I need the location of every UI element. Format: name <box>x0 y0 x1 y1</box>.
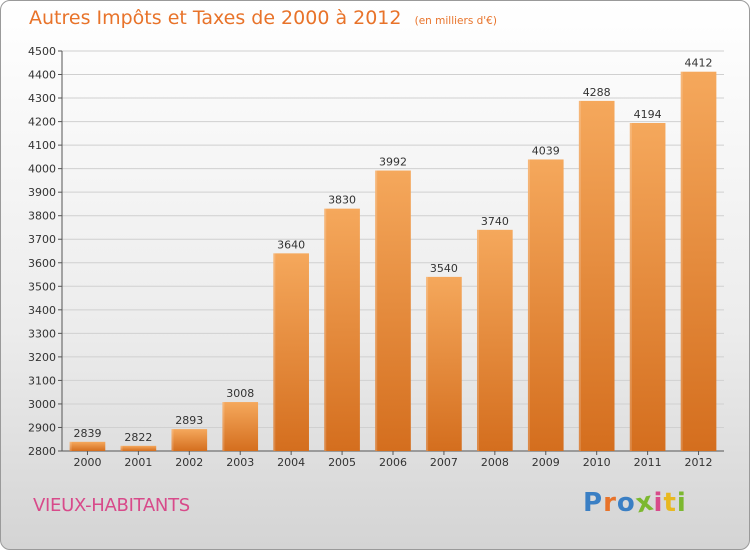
bar-highlight <box>273 253 276 451</box>
y-tick-label: 3100 <box>28 374 56 387</box>
y-tick-label: 3000 <box>28 398 56 411</box>
commune-name: VIEUX-HABITANTS <box>33 495 190 516</box>
bar-2009 <box>527 159 564 451</box>
x-tick-label-2005: 2005 <box>328 456 356 469</box>
x-tick-label-2006: 2006 <box>379 456 407 469</box>
bar-2001 <box>120 445 157 451</box>
bar-highlight <box>477 229 480 451</box>
y-tick-label: 4000 <box>28 163 56 176</box>
bar-highlight <box>375 170 378 451</box>
bar-highlight <box>629 123 632 451</box>
x-tick-label-2004: 2004 <box>277 456 305 469</box>
y-tick-label: 3900 <box>28 186 56 199</box>
y-tick-label: 3400 <box>28 304 56 317</box>
bar-highlight <box>171 429 174 451</box>
y-tick-label: 3300 <box>28 327 56 340</box>
data-label-2005: 3830 <box>328 194 356 207</box>
data-label-2010: 4288 <box>583 86 611 99</box>
bar-highlight <box>527 159 530 451</box>
data-label-2006: 3992 <box>379 156 407 169</box>
y-tick-label: 3700 <box>28 233 56 246</box>
x-tick-label-2010: 2010 <box>583 456 611 469</box>
data-label-2007: 3540 <box>430 262 458 275</box>
logo-letter: i <box>676 488 687 518</box>
y-tick-label: 4400 <box>28 69 56 82</box>
bar-2002 <box>171 429 208 451</box>
bar-highlight <box>222 402 225 451</box>
y-tick-label: 4300 <box>28 92 56 105</box>
bar-highlight <box>69 441 72 451</box>
x-tick-label-2011: 2011 <box>634 456 662 469</box>
chart-title-row: Autres Impôts et Taxes de 2000 à 2012 (e… <box>29 7 497 29</box>
y-tick-label: 3600 <box>28 257 56 270</box>
bar-2005 <box>324 208 360 451</box>
data-label-2012: 4412 <box>685 57 713 70</box>
x-tick-label-2012: 2012 <box>685 456 713 469</box>
x-tick-label-2009: 2009 <box>532 456 560 469</box>
data-label-2002: 2893 <box>175 414 203 427</box>
y-tick-label: 2900 <box>28 421 56 434</box>
x-tick-label-2001: 2001 <box>124 456 152 469</box>
bar-2000 <box>69 441 106 451</box>
chart-title: Autres Impôts et Taxes de 2000 à 2012 <box>29 7 402 29</box>
logo-letter: i <box>653 488 664 518</box>
data-label-2004: 3640 <box>277 238 305 251</box>
bar-highlight <box>578 100 581 451</box>
logo-letter: P <box>583 488 604 518</box>
x-tick-label-2008: 2008 <box>481 456 509 469</box>
bar-2010 <box>578 100 615 451</box>
bar-highlight <box>324 208 327 451</box>
x-tick-label-2007: 2007 <box>430 456 458 469</box>
axis-layer: 2800 2900 3000 3100 3200 3300 3400 3500 3600 3700… <box>28 45 724 469</box>
bar-2003 <box>222 402 259 451</box>
data-label-2008: 3740 <box>481 215 509 228</box>
data-label-2011: 4194 <box>634 108 662 121</box>
chart-unit-note: (en milliers d'€) <box>414 15 497 27</box>
data-label-2001: 2822 <box>124 431 152 444</box>
label-layer: 2839 2822 2893 3008 3640 3830 3992 3540 3740 4039… <box>73 57 712 444</box>
bar-2006 <box>375 170 411 451</box>
y-tick-label: 3800 <box>28 210 56 223</box>
bar-highlight <box>426 276 429 451</box>
bar-layer <box>69 71 717 452</box>
y-tick-label: 2800 <box>28 445 56 458</box>
data-label-2003: 3008 <box>226 387 254 400</box>
bar-highlight <box>680 71 683 452</box>
logo-letter: t <box>663 488 677 518</box>
x-tick-label-2002: 2002 <box>175 456 203 469</box>
bar-2011 <box>629 123 666 451</box>
y-tick-label: 3500 <box>28 280 56 293</box>
bar-2012 <box>680 71 717 452</box>
logo-letter: r <box>603 488 617 518</box>
bar-2008 <box>477 229 513 451</box>
logo-letter: o <box>616 488 636 518</box>
x-tick-label-2003: 2003 <box>226 456 254 469</box>
data-label-2009: 4039 <box>532 144 560 157</box>
y-tick-label: 3200 <box>28 351 56 364</box>
proxiti-logo[interactable]: Proxiti <box>583 486 687 519</box>
data-label-2000: 2839 <box>73 427 101 440</box>
y-tick-label: 4200 <box>28 116 56 129</box>
bar-2004 <box>273 253 309 451</box>
y-tick-label: 4500 <box>28 45 56 58</box>
y-tick-label: 4100 <box>28 139 56 152</box>
bar-2007 <box>426 276 462 451</box>
bar-highlight <box>120 445 123 451</box>
x-tick-label-2000: 2000 <box>73 456 101 469</box>
